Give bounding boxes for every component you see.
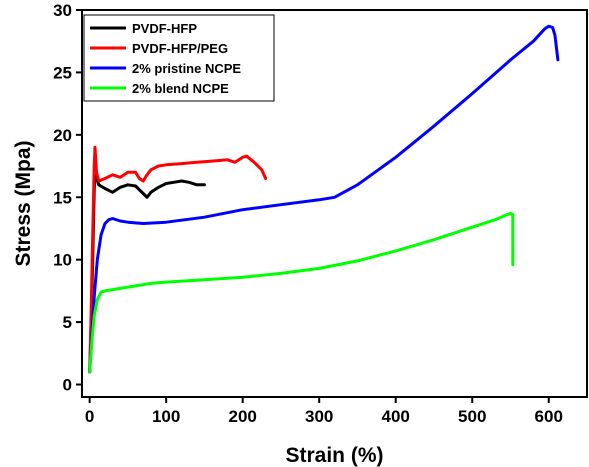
x-tick-label-3: 300 xyxy=(305,407,333,426)
x-tick-label-4: 400 xyxy=(382,407,410,426)
plot-area: 0 100 200 300 400 500 600 0 5 10 15 20 25 30 xyxy=(53,1,588,426)
legend-label-0: PVDF-HFP xyxy=(132,21,197,36)
y-axis-title: Stress (Mpa) xyxy=(12,140,35,266)
legend-label-3: 2% blend NCPE xyxy=(132,81,229,96)
series-line-2 xyxy=(88,24,560,374)
legend-label-2: 2% pristine NCPE xyxy=(132,61,241,76)
plot-frame xyxy=(81,9,588,398)
legend-label-1: PVDF-HFP/PEG xyxy=(132,41,228,56)
x-tick-label-5: 500 xyxy=(458,407,486,426)
x-tick-label-1: 100 xyxy=(152,407,180,426)
y-tick-label-3: 15 xyxy=(53,188,72,207)
y-tick-label-2: 10 xyxy=(53,251,72,270)
series-line-0 xyxy=(88,167,206,374)
legend: PVDF-HFP PVDF-HFP/PEG 2% pristine NCPE 2% b… xyxy=(83,14,275,102)
x-tick-label-0: 0 xyxy=(85,407,94,426)
x-tick-label-6: 600 xyxy=(535,407,563,426)
series-line-1 xyxy=(88,145,268,374)
y-tick-label-6: 30 xyxy=(53,1,72,20)
y-tick-label-5: 25 xyxy=(53,63,72,82)
y-tick-label-4: 20 xyxy=(53,126,72,145)
series-layer xyxy=(88,24,560,374)
series-line-3 xyxy=(88,212,515,374)
x-axis-title: Strain (%) xyxy=(285,444,383,467)
x-tick-label-2: 200 xyxy=(228,407,256,426)
y-tick-label-0: 0 xyxy=(63,376,72,395)
y-tick-label-1: 5 xyxy=(63,313,72,332)
ticks-layer: 0 100 200 300 400 500 600 0 5 10 15 20 25 30 xyxy=(53,1,563,426)
legend-items: PVDF-HFP PVDF-HFP/PEG 2% pristine NCPE 2% b… xyxy=(90,21,241,96)
